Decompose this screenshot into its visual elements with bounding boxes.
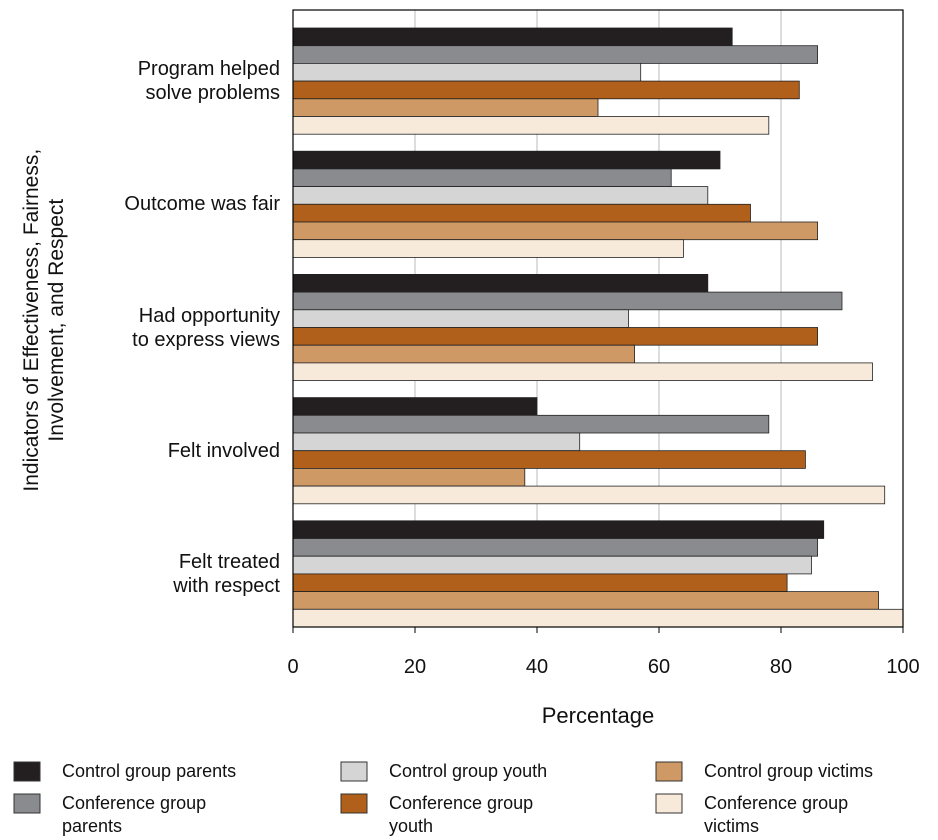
legend-label: Control group youth — [389, 761, 548, 781]
bar — [292, 414, 770, 434]
x-tick-label: 60 — [647, 656, 671, 678]
legend-label: Conference group parents — [62, 793, 207, 836]
bar — [292, 291, 843, 311]
legend-label: Conference group youth — [389, 793, 534, 836]
bar — [292, 63, 642, 82]
x-tick-label: 80 — [769, 656, 793, 678]
bar — [292, 608, 904, 628]
bar — [292, 397, 538, 416]
bar — [292, 538, 818, 557]
legend-swatch — [340, 761, 368, 782]
category-label: Felt involved — [167, 439, 280, 462]
bar — [292, 98, 599, 117]
bar — [292, 203, 751, 223]
bar — [292, 186, 709, 205]
category-label: Program helped solve problems — [137, 58, 280, 105]
bar — [292, 362, 873, 381]
y-axis-label: Indicators of Effectiveness, Fairness, I… — [19, 148, 68, 492]
x-tick-label: 100 — [886, 656, 920, 678]
category-label: Outcome was fair — [124, 193, 280, 216]
plot-frame — [292, 9, 904, 628]
bar — [292, 273, 709, 293]
legend-swatch — [13, 761, 41, 782]
x-axis-label: Percentage — [541, 703, 655, 728]
legend-swatch — [655, 793, 683, 814]
legend-swatch — [13, 793, 41, 814]
bar — [292, 591, 879, 610]
legend-swatch — [655, 761, 683, 782]
bar — [292, 309, 629, 328]
bar — [292, 485, 886, 505]
bar — [292, 520, 825, 539]
bar — [292, 555, 812, 575]
bar — [292, 27, 733, 47]
bar — [292, 221, 818, 241]
bar — [292, 327, 818, 346]
x-tick-label: 20 — [403, 656, 427, 678]
bar — [292, 168, 672, 187]
bar — [292, 116, 770, 135]
bar — [292, 344, 636, 364]
bar — [292, 239, 684, 258]
bar — [292, 467, 526, 487]
bar — [292, 45, 818, 64]
legend-label: Conference group victims — [704, 793, 849, 836]
legend-label: Control group parents — [62, 761, 237, 781]
category-label: Had opportunity to express views — [132, 304, 280, 351]
bar — [292, 450, 806, 469]
bar — [292, 432, 581, 452]
legend-label: Control group victims — [704, 761, 874, 781]
legend-swatch — [340, 793, 368, 814]
bar — [292, 573, 788, 593]
x-tick-label: 0 — [287, 656, 299, 678]
x-tick-label: 40 — [525, 656, 549, 678]
bar — [292, 80, 800, 100]
bar — [292, 150, 721, 170]
category-label: Felt treated with respect — [173, 550, 280, 597]
